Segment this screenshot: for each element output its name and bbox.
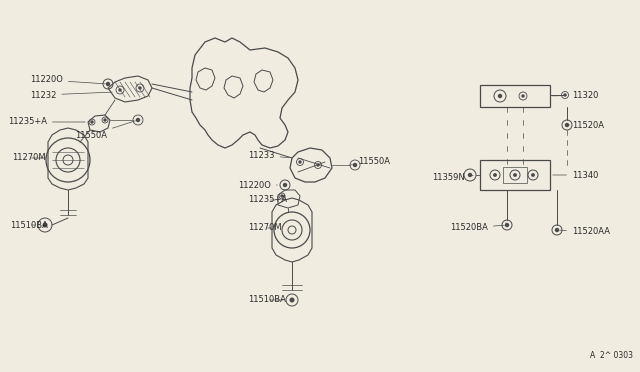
Text: 11233: 11233 [248, 151, 289, 160]
Circle shape [299, 161, 301, 163]
Text: 11520AA: 11520AA [560, 228, 610, 237]
Text: 11220O: 11220O [238, 180, 277, 189]
Circle shape [91, 121, 93, 123]
Circle shape [139, 87, 141, 89]
Circle shape [284, 183, 287, 186]
Text: 11550A: 11550A [75, 121, 135, 140]
Circle shape [136, 119, 140, 122]
Text: 11232: 11232 [30, 90, 112, 99]
Circle shape [532, 174, 534, 176]
Text: A  2^ 0303: A 2^ 0303 [590, 350, 633, 359]
Text: 11320: 11320 [553, 90, 598, 99]
Text: 11270M: 11270M [248, 224, 282, 232]
Text: 11235+A: 11235+A [248, 196, 287, 205]
Text: 11510BA: 11510BA [248, 295, 286, 305]
Circle shape [514, 174, 516, 176]
Circle shape [106, 83, 109, 86]
Circle shape [564, 94, 566, 96]
Circle shape [566, 124, 568, 126]
Circle shape [494, 174, 496, 176]
Text: 11520BA: 11520BA [450, 224, 504, 232]
Text: 11270M: 11270M [12, 154, 45, 163]
Text: 11235+A: 11235+A [8, 118, 85, 126]
Text: 11220O: 11220O [30, 76, 105, 84]
Circle shape [317, 164, 319, 166]
Text: 11520A: 11520A [567, 121, 604, 129]
Circle shape [499, 94, 502, 97]
Circle shape [104, 119, 106, 121]
Circle shape [44, 223, 47, 227]
Text: 11340: 11340 [553, 170, 598, 180]
Circle shape [290, 298, 294, 302]
Text: 11510BA: 11510BA [10, 221, 48, 230]
Text: 11359N: 11359N [432, 173, 473, 183]
Circle shape [281, 195, 283, 197]
Text: 11550A: 11550A [350, 157, 390, 167]
Circle shape [506, 224, 509, 227]
Circle shape [556, 228, 559, 231]
Circle shape [522, 95, 524, 97]
Circle shape [353, 164, 356, 167]
Circle shape [119, 89, 121, 91]
Circle shape [468, 173, 472, 176]
